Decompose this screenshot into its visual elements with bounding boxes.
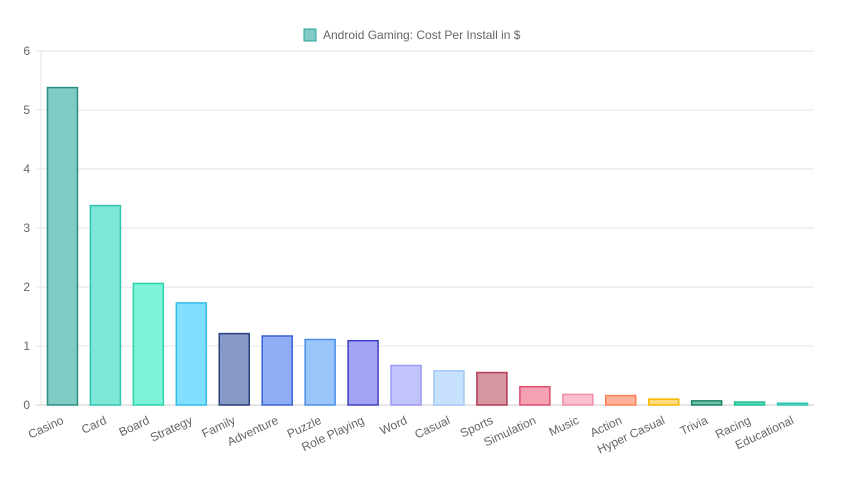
bar-action[interactable] bbox=[605, 394, 637, 406]
bar-music[interactable] bbox=[562, 393, 594, 406]
y-tick-label: 3 bbox=[23, 221, 30, 235]
bar-strategy[interactable] bbox=[175, 302, 208, 406]
x-tick-label: Strategy bbox=[148, 413, 194, 445]
y-tick-label: 1 bbox=[23, 339, 30, 353]
bar-racing[interactable] bbox=[733, 401, 766, 406]
x-tick-label: Casino bbox=[26, 413, 66, 442]
bar-adventure[interactable] bbox=[261, 335, 293, 406]
y-tick-label: 4 bbox=[23, 162, 30, 176]
x-tick-label: Casual bbox=[412, 413, 452, 441]
x-tick-label: Card bbox=[79, 413, 108, 437]
x-tick-label: Trivia bbox=[678, 413, 710, 438]
bar-board[interactable] bbox=[132, 282, 165, 406]
bar-casino[interactable] bbox=[46, 86, 79, 406]
y-tick-label: 5 bbox=[23, 103, 30, 117]
bar-sports[interactable] bbox=[476, 371, 508, 406]
y-tick-label: 2 bbox=[23, 280, 30, 294]
bar-trivia[interactable] bbox=[690, 400, 723, 406]
legend-label: Android Gaming: Cost Per Install in $ bbox=[323, 28, 521, 42]
legend[interactable]: Android Gaming: Cost Per Install in $ bbox=[303, 28, 521, 42]
y-tick-label: 6 bbox=[23, 44, 30, 58]
bar-simulation[interactable] bbox=[519, 385, 551, 406]
bar-role-playing[interactable] bbox=[347, 339, 379, 406]
bar-word[interactable] bbox=[390, 364, 422, 406]
y-tick-label: 0 bbox=[23, 398, 30, 412]
gridlines bbox=[36, 50, 814, 406]
legend-swatch bbox=[303, 28, 317, 42]
bar-family[interactable] bbox=[218, 332, 250, 406]
x-tick-label: Music bbox=[547, 413, 581, 439]
bar-puzzle[interactable] bbox=[304, 338, 336, 406]
bars bbox=[46, 86, 809, 406]
bar-casual[interactable] bbox=[433, 370, 465, 406]
x-tick-label: Word bbox=[378, 413, 410, 438]
x-tick-label: Board bbox=[117, 413, 152, 439]
bar-card[interactable] bbox=[89, 204, 122, 406]
y-axis: 0 1 2 3 4 5 6 bbox=[23, 44, 30, 412]
bar-educational[interactable] bbox=[776, 402, 809, 406]
bar-hyper-casual[interactable] bbox=[647, 398, 680, 406]
